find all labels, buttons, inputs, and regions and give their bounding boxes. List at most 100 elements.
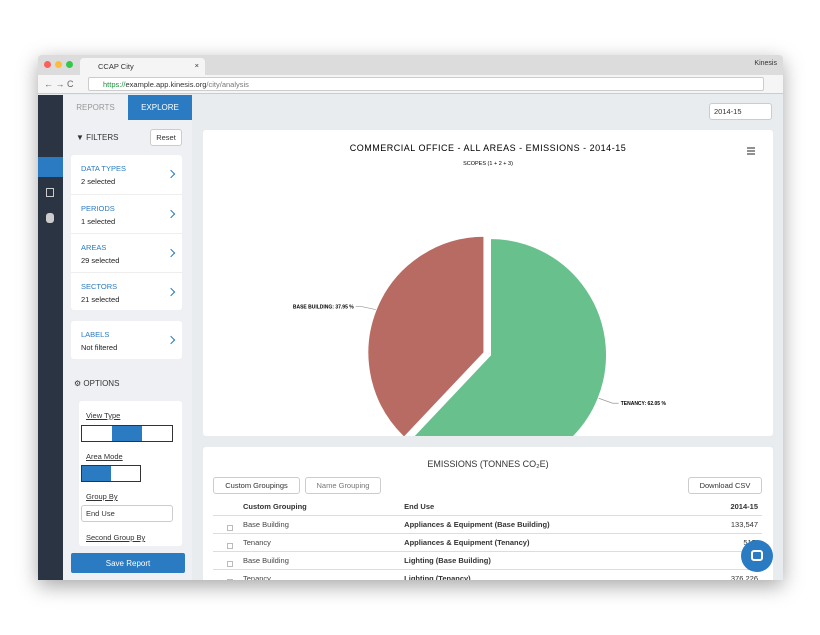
nav-buttons[interactable]: ← → C xyxy=(44,79,74,89)
tab-reports[interactable]: REPORTS xyxy=(76,103,115,112)
tab-explore[interactable]: EXPLORE xyxy=(128,95,192,120)
close[interactable] xyxy=(44,61,51,68)
options-heading: ⚙ OPTIONS xyxy=(74,379,120,388)
group-by-select[interactable]: End Use xyxy=(81,505,173,522)
chart-card: COMMERCIAL OFFICE - ALL AREAS - EMISSION… xyxy=(203,130,773,473)
period-select[interactable]: 2014-15 xyxy=(709,103,772,120)
chevron xyxy=(166,335,176,345)
filter-value: 29 selected xyxy=(81,256,120,265)
labels-value: Not filtered xyxy=(81,343,118,352)
filter-item[interactable]: AREAS 29 selected xyxy=(71,233,182,272)
rail-db[interactable] xyxy=(46,213,54,223)
url-path: /city/analysis xyxy=(206,80,249,89)
table-card: EMISSIONS (TONNES CO₂E) Custom Groupings… xyxy=(203,447,773,580)
area-mode-group xyxy=(81,465,141,482)
filter-label: PERIODS xyxy=(81,204,115,213)
chevron xyxy=(166,287,176,297)
reset-button[interactable]: Reset xyxy=(150,129,182,146)
tab-title: CCAP City xyxy=(98,62,134,71)
table-row: Tenancy Lighting (Tenancy) 376,226 xyxy=(213,568,762,580)
filter-value: 2 selected xyxy=(81,177,116,186)
column-header: 2014-15 xyxy=(730,502,758,512)
tab[interactable]: CCAP City × xyxy=(80,58,205,75)
sidebar: REPORTS EXPLORE ▼ FILTERS Reset DATA TYP… xyxy=(63,95,192,580)
view-type-label: View Type xyxy=(86,411,121,420)
second-group-by-label: Second Group By xyxy=(86,533,146,542)
download-csv-button[interactable]: Download CSV xyxy=(688,477,762,494)
filter-value: 1 selected xyxy=(81,217,116,226)
view-pie[interactable] xyxy=(112,426,142,441)
chart-subtitle: SCOPES (1 + 2 + 3) xyxy=(463,161,513,167)
toolbar: ← → C https://example.app.kinesis.org/ci… xyxy=(38,75,783,94)
mode-pin[interactable] xyxy=(111,466,140,481)
label-line xyxy=(598,397,619,404)
view-map[interactable] xyxy=(142,426,172,441)
table-title: EMISSIONS (TONNES CO₂E) xyxy=(427,459,549,469)
browser-window: CCAP City × Kinesis ← → C https://example… xyxy=(38,55,783,580)
checkbox[interactable] xyxy=(227,560,233,567)
column-header: End Use xyxy=(404,502,435,512)
labels-card[interactable]: LABELS Not filtered xyxy=(71,321,182,359)
title-bar: CCAP City × Kinesis xyxy=(38,55,783,75)
data-table: Custom Grouping End Use 2014-15 Base Buildi… xyxy=(213,499,762,580)
group-by-label: Group By xyxy=(86,492,118,501)
label-line xyxy=(355,306,376,310)
maximize[interactable] xyxy=(66,61,73,68)
filter-item[interactable]: SECTORS 21 selected xyxy=(71,272,182,311)
view-bar[interactable] xyxy=(82,426,112,441)
filter-item[interactable]: DATA TYPES 2 selected xyxy=(71,155,182,194)
filter-label: AREAS xyxy=(81,243,107,252)
pie-slice xyxy=(366,234,486,440)
header-row: Custom Grouping End Use 2014-15 xyxy=(213,499,762,515)
custom-groupings-button[interactable]: Custom Groupings xyxy=(213,477,300,494)
chevron xyxy=(166,248,176,258)
menu-icon[interactable] xyxy=(747,147,755,155)
filter-item[interactable]: PERIODS 1 selected xyxy=(71,194,182,233)
area-mode-label: Area Mode xyxy=(86,452,123,461)
url-host: example.app.kinesis.org xyxy=(125,80,207,89)
table-cell: Tenancy xyxy=(213,532,401,551)
checkbox[interactable] xyxy=(227,578,233,580)
filter-label: DATA TYPES xyxy=(81,164,127,173)
table-cell: Base Building xyxy=(213,514,401,533)
table-cell: 133,547 xyxy=(693,514,762,533)
filter-card: DATA TYPES 2 selected PERIODS 1 selected ARE… xyxy=(71,155,182,310)
options-card: View Type Area Mode Group By End Use Sec… xyxy=(79,401,182,546)
name-grouping-button[interactable]: Name Grouping xyxy=(305,477,381,494)
minimize[interactable] xyxy=(55,61,62,68)
table-cell: 376,226 xyxy=(693,568,762,580)
chat-bubble[interactable] xyxy=(741,540,773,572)
rail-chart[interactable] xyxy=(38,157,63,177)
table-row: Base Building Appliances & Equipment (Bas… xyxy=(213,514,762,533)
chart-title: COMMERCIAL OFFICE - ALL AREAS - EMISSION… xyxy=(350,143,626,153)
table-cell: Lighting (Base Building) xyxy=(400,550,694,569)
view-type-group xyxy=(81,425,173,442)
checkbox[interactable] xyxy=(227,524,233,531)
profile: Kinesis xyxy=(754,60,777,67)
chevron xyxy=(166,209,176,219)
filter-label: SECTORS xyxy=(81,282,118,291)
table-cell: Appliances & Equipment (Tenancy) xyxy=(400,532,694,551)
column-header: Custom Grouping xyxy=(243,502,307,512)
rail-copy[interactable] xyxy=(46,188,54,197)
filters-heading: ▼ FILTERS xyxy=(76,133,119,142)
chevron xyxy=(166,169,176,179)
labels-label: LABELS xyxy=(81,330,110,339)
save-button[interactable]: Save Report xyxy=(71,553,185,573)
chart: COMMERCIAL OFFICE - ALL AREAS - EMISSION… xyxy=(293,143,755,473)
table-cell: Lighting (Tenancy) xyxy=(400,568,694,580)
filters-title: FILTERS xyxy=(86,133,119,142)
checkbox[interactable] xyxy=(227,542,233,549)
data-label: BASE BUILDING: 37.95 % xyxy=(293,305,354,311)
table-cell: Appliances & Equipment (Base Building) xyxy=(400,514,694,533)
tab-close[interactable]: × xyxy=(194,61,199,70)
filter-value: 21 selected xyxy=(81,295,120,304)
address-bar[interactable]: https://example.app.kinesis.org/city/ana… xyxy=(88,77,764,91)
options-title: OPTIONS xyxy=(83,379,120,388)
url-scheme: https:// xyxy=(103,80,126,89)
mode-square[interactable] xyxy=(82,466,111,481)
icon-rail xyxy=(38,95,63,580)
